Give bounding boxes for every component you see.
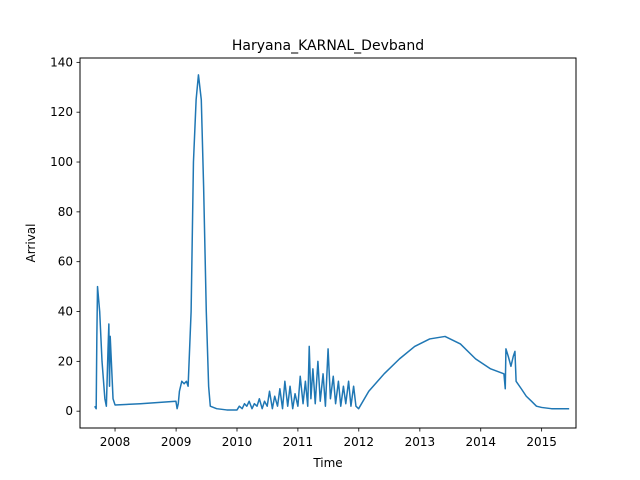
x-tick-label: 2009 <box>161 435 192 449</box>
x-tick-label: 2013 <box>405 435 436 449</box>
x-axis: 2008 2009 2010 2011 2012 2013 2014 2015 <box>100 428 557 449</box>
chart-title: Haryana_KARNAL_Devband <box>232 38 424 54</box>
series-layer <box>94 74 570 411</box>
y-tick-label: 140 <box>50 55 73 69</box>
y-tick-label: 120 <box>50 105 73 119</box>
x-axis-label: Time <box>312 456 342 470</box>
y-tick-label: 60 <box>58 255 73 269</box>
y-tick-label: 80 <box>58 205 73 219</box>
y-axis-label: Arrival <box>24 224 38 263</box>
y-tick-label: 40 <box>58 305 73 319</box>
x-tick-label: 2012 <box>344 435 375 449</box>
y-axis: 0 20 40 60 80 100 120 140 <box>50 55 80 418</box>
x-tick-label: 2008 <box>100 435 131 449</box>
x-tick-label: 2014 <box>465 435 496 449</box>
y-tick-label: 20 <box>58 354 73 368</box>
x-tick-label: 2011 <box>283 435 314 449</box>
x-tick-label: 2010 <box>222 435 253 449</box>
series-line-0 <box>94 74 570 411</box>
y-tick-label: 0 <box>65 404 73 418</box>
x-tick-label: 2015 <box>526 435 557 449</box>
plot-frame <box>79 57 577 429</box>
y-tick-label: 100 <box>50 155 73 169</box>
